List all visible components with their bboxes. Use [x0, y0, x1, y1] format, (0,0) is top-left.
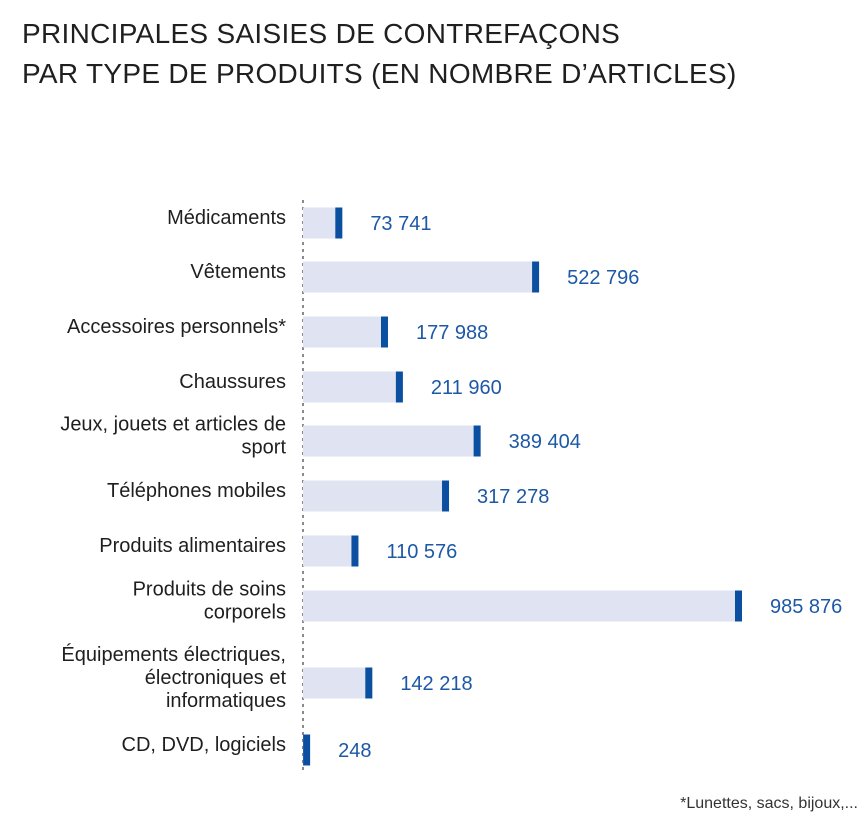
category-label-line: Jeux, jouets et articles de [60, 414, 286, 436]
data-label: 317 278 [477, 486, 549, 508]
bar-track [303, 667, 373, 699]
category-label: Produits de soins corporels [133, 579, 286, 624]
bar-track [303, 590, 742, 622]
bar-track [303, 316, 388, 348]
chart-title-line-1: PRINCIPALES SAISIES DE CONTREFAÇONS [22, 18, 621, 49]
category-label-line: Produits alimentaires [99, 535, 286, 557]
category-label: Accessoires personnels* [67, 316, 286, 338]
bar-marker [442, 480, 450, 512]
category-label-line: électroniques et [145, 667, 287, 689]
category-label-line: Chaussures [179, 371, 286, 393]
bar-track [303, 480, 450, 512]
category-label-line: Médicaments [167, 207, 286, 229]
chart-title-line-2: PAR TYPE DE PRODUITS (EN NOMBRE D’ARTICL… [22, 58, 737, 89]
category-label: Médicaments [167, 207, 286, 229]
data-label: 248 [338, 740, 371, 762]
data-label: 177 988 [416, 322, 488, 344]
bar-marker [303, 734, 311, 766]
bar-track [303, 535, 359, 567]
bar-track [303, 371, 403, 403]
bar-marker [351, 535, 359, 567]
footnote: *Lunettes, sacs, bijoux,... [680, 795, 858, 812]
category-label: Chaussures [179, 371, 286, 393]
chart-title: PRINCIPALES SAISIES DE CONTREFAÇONS PAR … [22, 14, 842, 94]
category-label-line: informatiques [166, 690, 286, 712]
bar-marker [532, 261, 540, 293]
category-label-line: Accessoires personnels* [67, 316, 286, 338]
data-label: 522 796 [567, 267, 639, 289]
bar-marker [395, 371, 403, 403]
data-label: 985 876 [770, 596, 842, 618]
data-label: 110 576 [386, 541, 457, 563]
category-label: Vêtements [190, 261, 286, 283]
data-label: 211 960 [431, 377, 502, 399]
category-label-line: Vêtements [190, 261, 286, 283]
category-label-line: CD, DVD, logiciels [122, 734, 286, 756]
category-label-line: sport [242, 437, 287, 459]
bar-marker [473, 425, 481, 457]
data-label: 389 404 [509, 431, 581, 453]
bar-marker [735, 590, 742, 622]
category-label: Jeux, jouets et articles de sport [60, 414, 286, 459]
category-label-line: corporels [204, 602, 286, 624]
category-label: Téléphones mobiles [107, 480, 286, 502]
bar-marker [335, 207, 343, 239]
bar-track [303, 261, 540, 293]
bar-track [303, 425, 481, 457]
bar-marker [365, 667, 373, 699]
category-label-line: Produits de soins [133, 579, 286, 601]
category-label-line: Téléphones mobiles [107, 480, 286, 502]
bar-marker [380, 316, 388, 348]
category-label: Équipements électriques, électroniques et… [61, 643, 286, 712]
data-label: 142 218 [400, 673, 472, 695]
data-label: 73 741 [370, 213, 431, 235]
category-label: Produits alimentaires [99, 535, 286, 557]
category-label: CD, DVD, logiciels [122, 734, 286, 756]
category-label-line: Équipements électriques, [61, 643, 286, 666]
